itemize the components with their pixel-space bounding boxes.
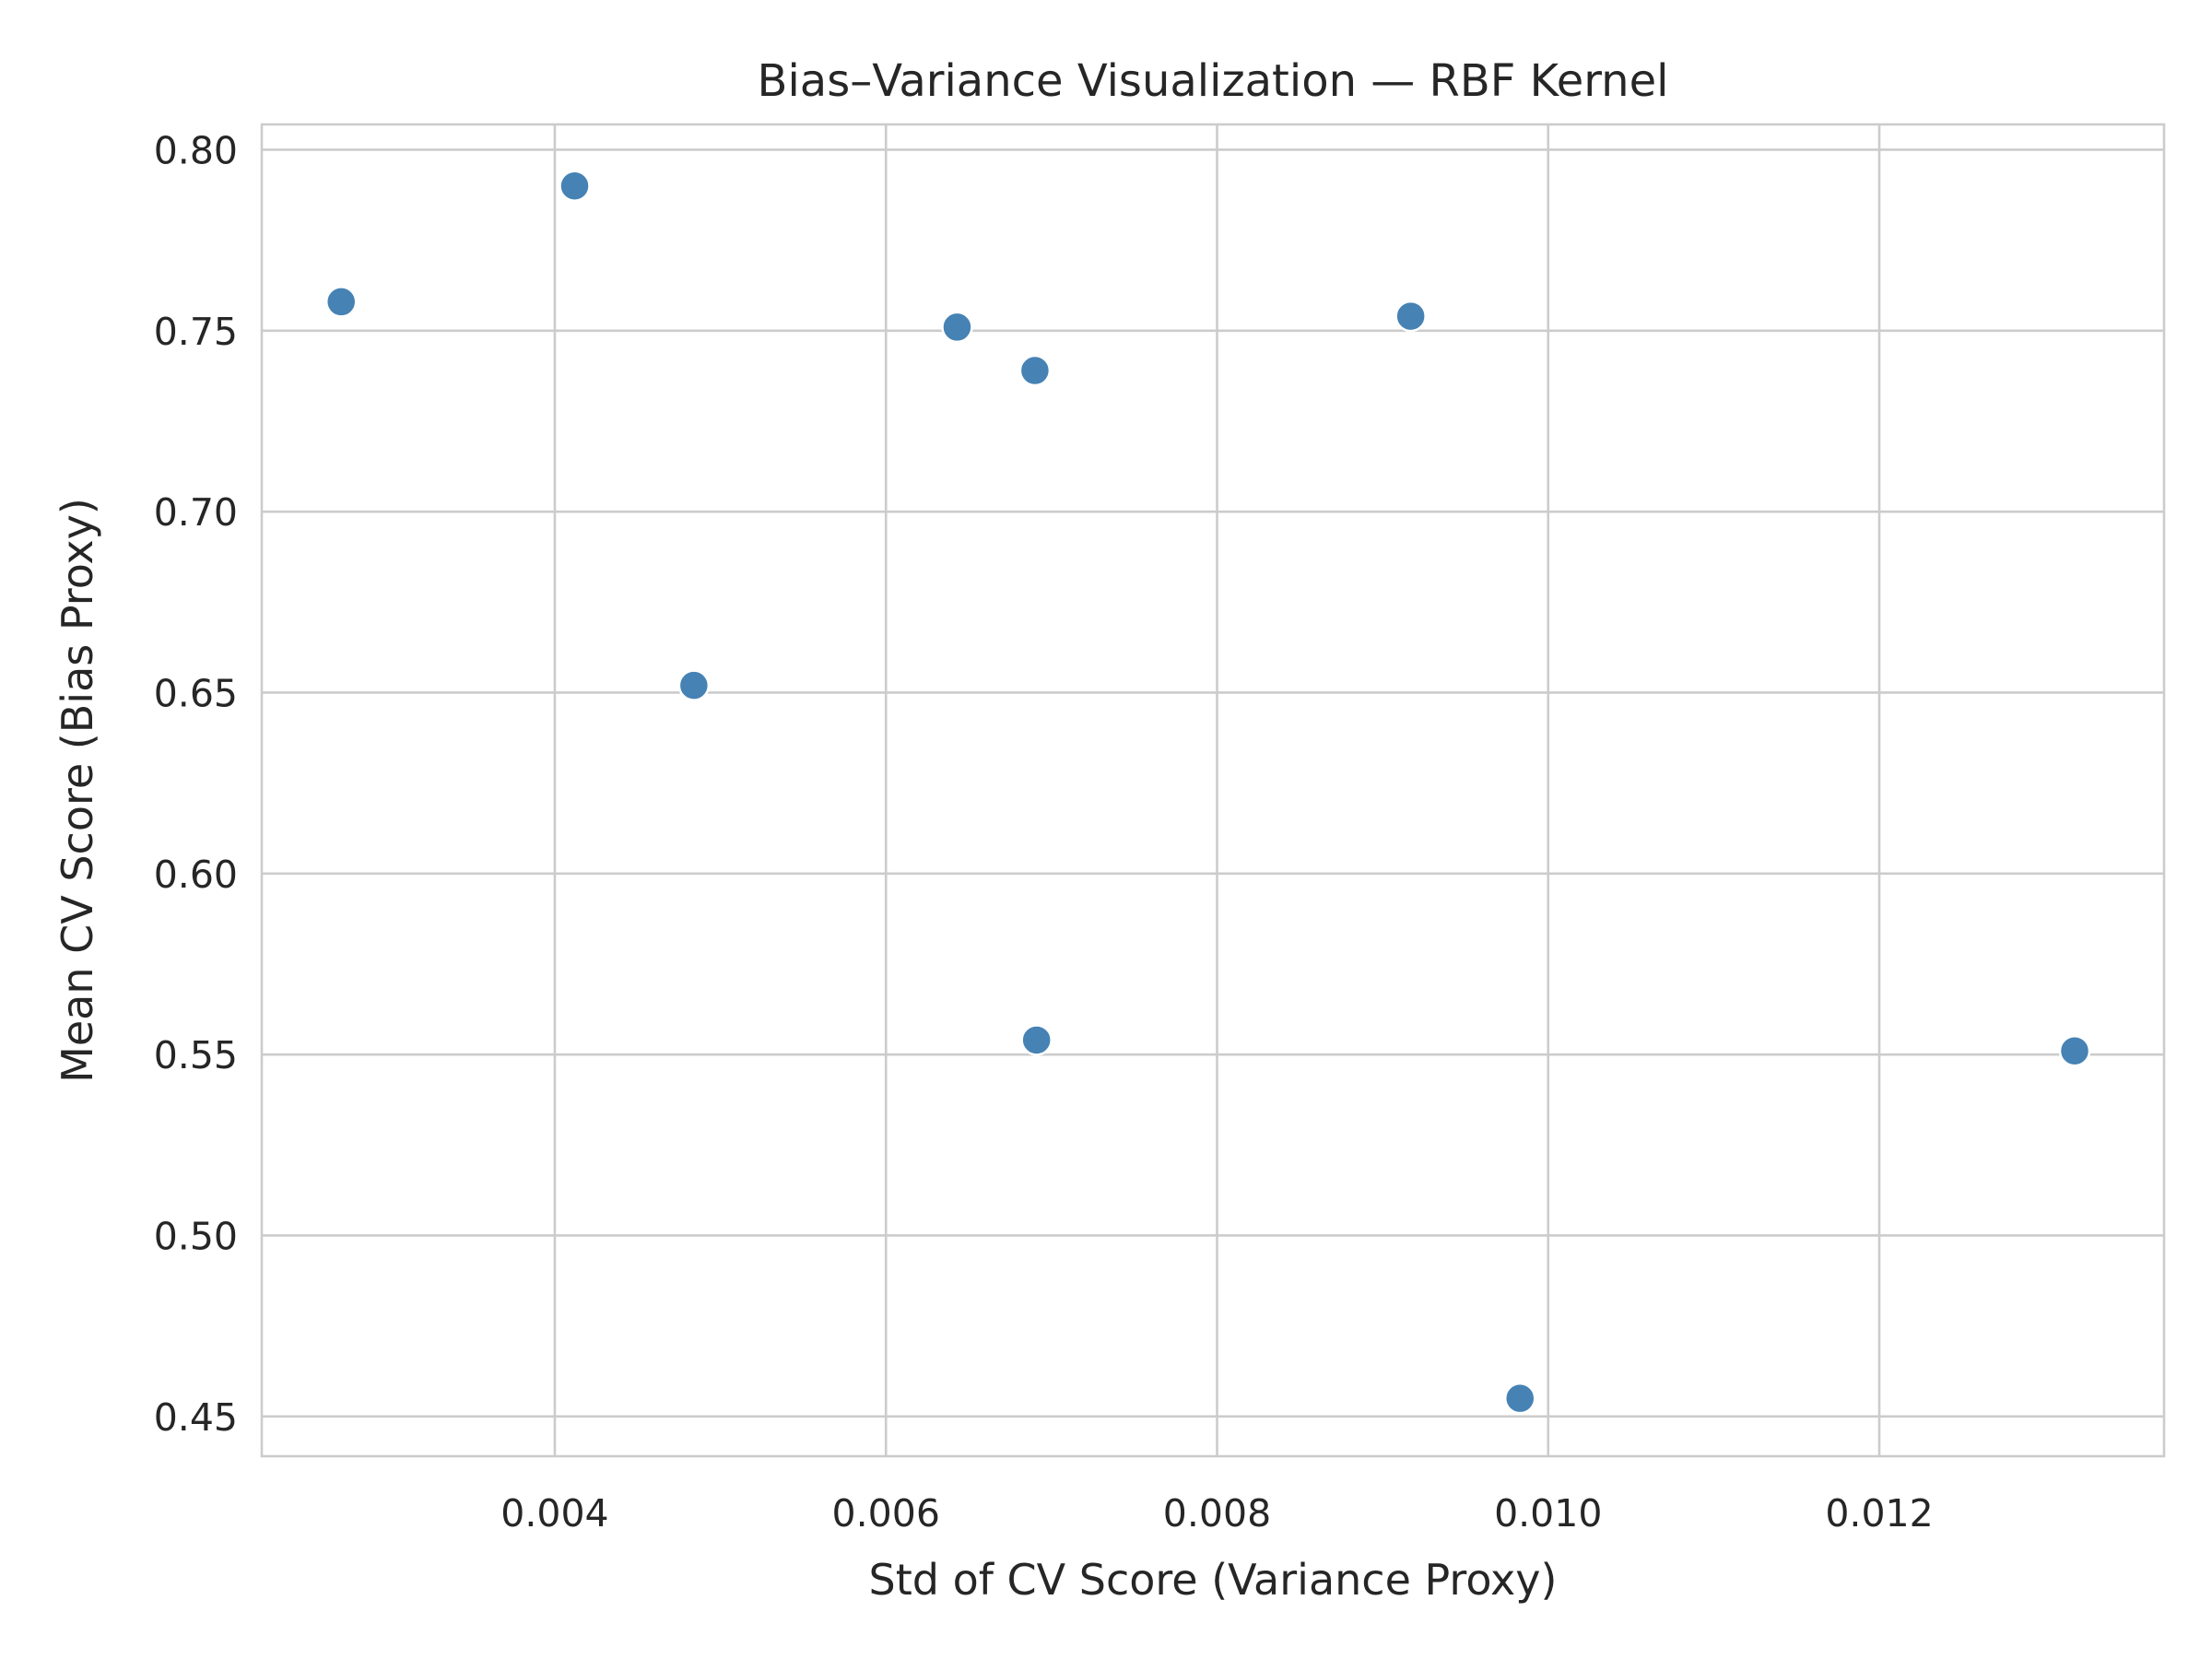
y-tick-label: 0.60 (154, 853, 238, 897)
data-point (677, 669, 711, 701)
x-axis-label: Std of CV Score (Variance Proxy) (869, 1555, 1558, 1605)
plot-frame (260, 123, 2166, 1458)
data-point (324, 286, 358, 318)
x-tick-label: 0.010 (1494, 1491, 1602, 1535)
x-tick-labels: 0.004 0.006 0.008 0.010 0.012 (500, 1491, 1933, 1535)
y-tick-label: 0.50 (154, 1214, 238, 1258)
data-points (324, 170, 2091, 1415)
data-point (941, 311, 973, 344)
data-point (559, 170, 591, 203)
x-tick-label: 0.006 (832, 1491, 940, 1535)
data-point (2058, 1034, 2091, 1067)
grid-lines (262, 124, 2164, 1456)
x-tick-label: 0.008 (1163, 1491, 1271, 1535)
y-tick-label: 0.45 (154, 1395, 238, 1440)
y-tick-label: 0.75 (154, 310, 238, 354)
y-tick-label: 0.70 (154, 490, 238, 535)
y-axis-label: Mean CV Score (Bias Proxy) (53, 498, 102, 1083)
data-point (1018, 354, 1052, 387)
y-tick-labels: 0.45 0.50 0.55 0.60 0.65 0.70 0.75 0.80 (154, 128, 238, 1439)
y-tick-label: 0.55 (154, 1033, 238, 1077)
y-tick-label: 0.65 (154, 671, 238, 715)
chart-title: Bias–Variance Visualization — RBF Kernel (758, 55, 1669, 107)
x-tick-label: 0.004 (500, 1491, 608, 1535)
data-point (1394, 300, 1427, 333)
x-tick-label: 0.012 (1825, 1491, 1933, 1535)
y-tick-label: 0.80 (154, 128, 238, 172)
data-point (1020, 1024, 1053, 1056)
data-point (1503, 1382, 1536, 1415)
